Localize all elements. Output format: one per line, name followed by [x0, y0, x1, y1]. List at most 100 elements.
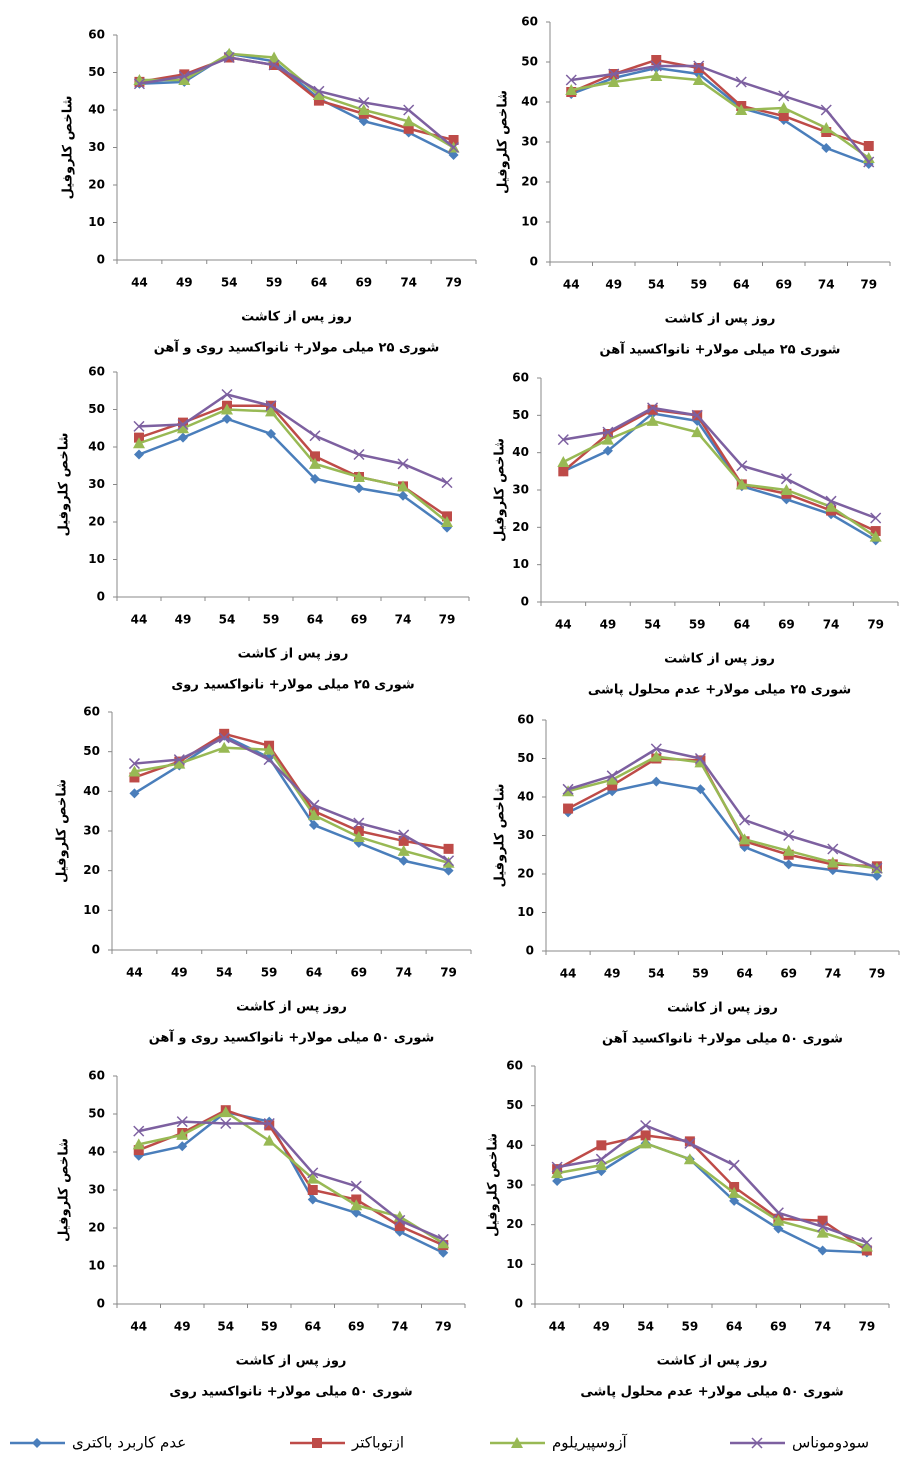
marker [398, 490, 408, 501]
marker [817, 1245, 828, 1256]
series-line [562, 419, 877, 538]
marker [871, 862, 883, 874]
x-tick-label: 54 [216, 966, 233, 980]
series-line [556, 1141, 867, 1254]
x-tick-label: 79 [435, 1320, 452, 1334]
chart: 0 10 20 30 40 50 60 44 49 54 59 64 69 74 79 روز پس از ک… [493, 713, 900, 1047]
marker [565, 84, 578, 95]
marker [639, 1137, 652, 1149]
marker [223, 51, 235, 64]
marker [650, 60, 662, 72]
series-line [570, 66, 870, 166]
x-tick-label: 59 [261, 966, 278, 980]
marker [129, 788, 140, 799]
marker [780, 484, 793, 495]
x-tick-label: 49 [174, 1320, 191, 1334]
x-tick-label: 44 [563, 278, 580, 292]
y-tick-label: 50 [517, 751, 534, 765]
x-tick-label: 59 [266, 276, 283, 290]
marker [265, 400, 277, 412]
series-line [138, 1108, 444, 1247]
y-tick-label: 60 [88, 28, 105, 42]
marker [132, 1138, 145, 1150]
x-tick-label: 74 [818, 278, 835, 292]
marker [266, 428, 276, 439]
marker [448, 141, 460, 154]
chart-title: شوری ۲۵ میلی مولار+ نانواکسید روی [171, 678, 414, 693]
marker [684, 1136, 695, 1147]
series-line [567, 755, 878, 870]
marker [218, 732, 230, 744]
marker [441, 516, 453, 527]
marker [596, 1140, 607, 1151]
x-tick-label: 49 [605, 278, 622, 292]
y-tick-label: 10 [512, 557, 529, 571]
x-tick-label: 74 [395, 613, 412, 627]
x-tick-label: 54 [648, 278, 665, 292]
marker [403, 123, 414, 134]
x-tick-label: 69 [778, 618, 795, 632]
y-tick-label: 60 [506, 1059, 523, 1073]
y-tick-label: 10 [521, 215, 538, 229]
chart-title: شوری ۲۵ میلی مولار+ نانواکسید روی و آهن [154, 339, 440, 356]
y-tick-label: 60 [521, 15, 538, 29]
marker [263, 1117, 275, 1130]
marker [443, 855, 455, 867]
y-axis-label: شاخص کلروفیل [61, 96, 76, 200]
marker [565, 74, 577, 86]
marker [353, 448, 365, 461]
y-tick-label: 30 [512, 483, 529, 497]
series-line [567, 780, 878, 878]
marker [871, 870, 882, 881]
y-tick-label: 0 [515, 1297, 523, 1311]
y-tick-label: 50 [88, 402, 105, 416]
y-tick-label: 0 [530, 255, 538, 269]
x-axis-label: روز پس از کاشت [665, 312, 776, 327]
x-tick-label: 54 [648, 967, 665, 981]
y-tick-label: 60 [83, 705, 100, 719]
marker [350, 1180, 362, 1192]
y-tick-label: 0 [526, 944, 534, 958]
marker [772, 1207, 784, 1219]
legend-label: ازتوباکتر [351, 1434, 404, 1452]
chart: 0 10 20 30 40 50 60 44 49 54 59 64 69 74 79 روز پس از ک… [55, 705, 472, 1046]
x-tick-label: 69 [348, 1320, 365, 1334]
x-tick-label: 49 [604, 967, 621, 981]
marker [738, 833, 751, 845]
marker [783, 859, 794, 870]
x-tick-label: 79 [445, 276, 462, 290]
marker [640, 1119, 652, 1132]
marker [782, 844, 795, 856]
marker [307, 1185, 318, 1195]
y-tick-label: 40 [517, 790, 534, 804]
marker [557, 456, 570, 467]
x-tick-label: 44 [131, 613, 148, 627]
marker [695, 784, 706, 795]
series-line [571, 74, 870, 160]
x-tick-label: 59 [682, 1320, 699, 1334]
series-line [138, 393, 448, 484]
marker [265, 405, 277, 417]
x-tick-label: 74 [395, 966, 412, 980]
marker [608, 68, 620, 80]
series-line [139, 56, 454, 142]
marker [783, 829, 795, 842]
y-tick-label: 20 [88, 178, 105, 192]
y-tick-label: 0 [92, 943, 100, 957]
x-tick-label: 54 [217, 1320, 234, 1334]
marker [684, 1137, 696, 1149]
y-tick-label: 40 [506, 1138, 523, 1152]
x-tick-label: 44 [555, 618, 572, 632]
marker [821, 143, 832, 153]
series-line [567, 747, 878, 870]
marker [264, 1120, 275, 1131]
x-tick-label: 49 [600, 618, 617, 632]
marker [602, 445, 613, 456]
marker [442, 856, 455, 868]
marker [552, 1176, 563, 1187]
marker [177, 418, 189, 431]
marker [352, 830, 365, 842]
marker [310, 451, 320, 462]
series-line [563, 406, 877, 520]
chart: 0 10 20 30 40 50 60 44 49 54 59 64 69 74 79 روز پس از ک… [493, 371, 899, 698]
